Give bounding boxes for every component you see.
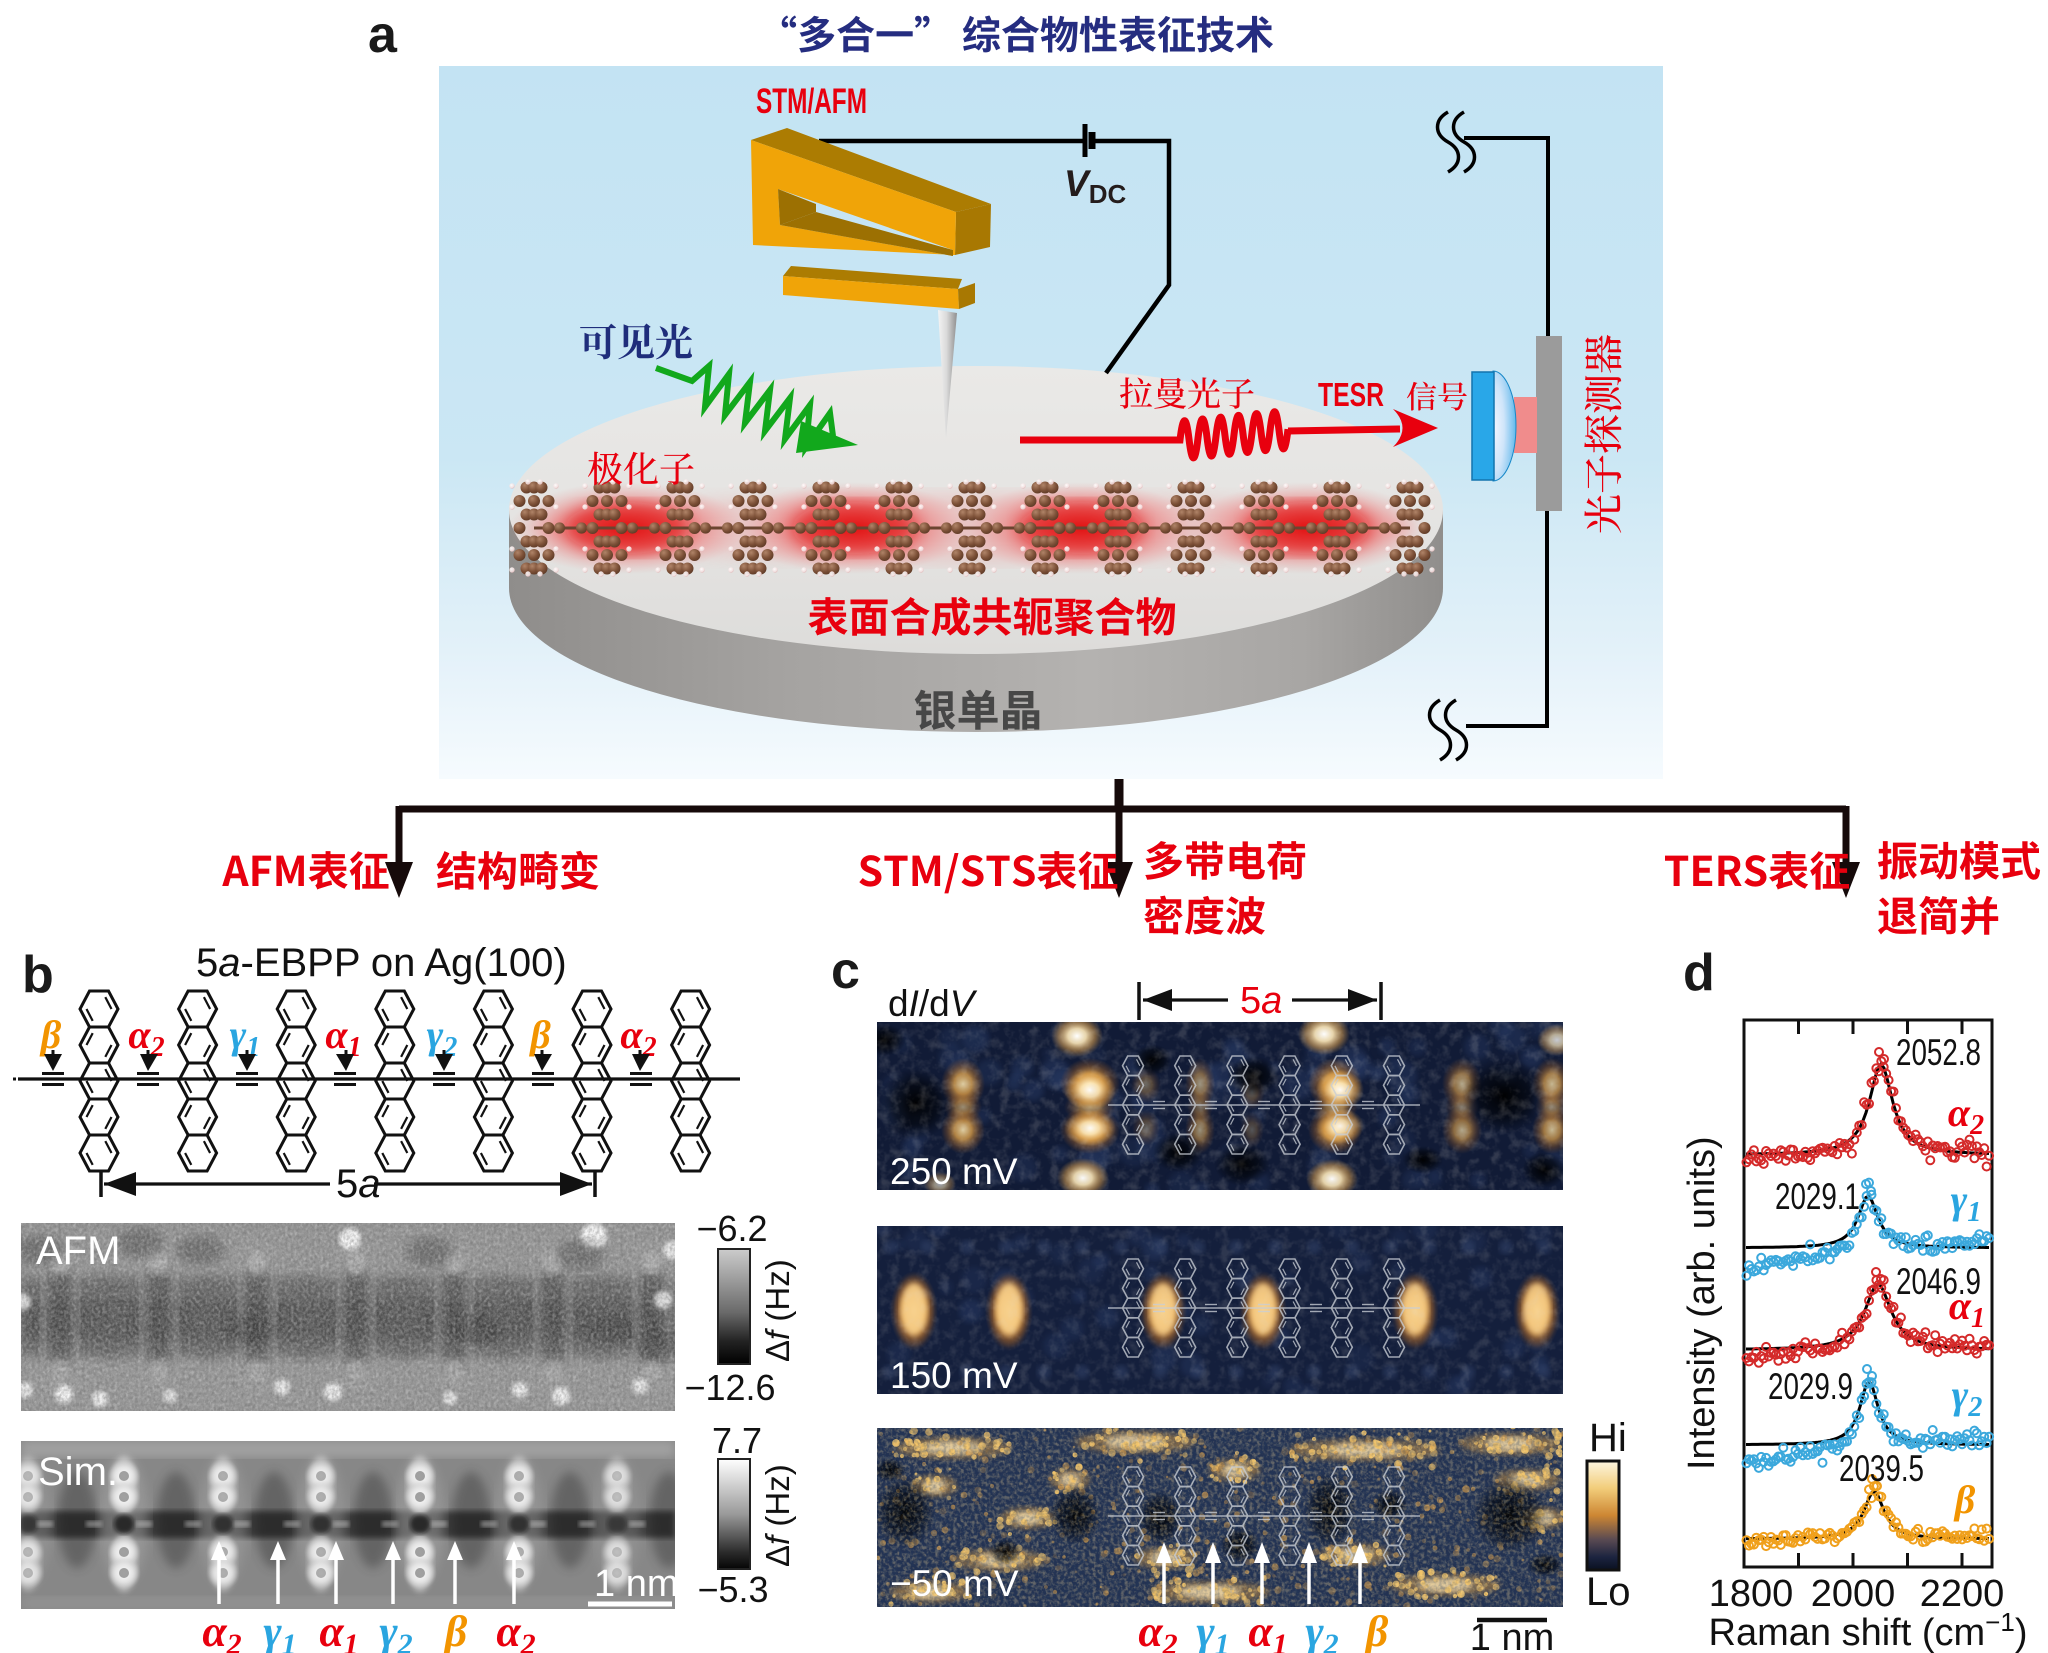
svg-text:1800: 1800 (1709, 1573, 1794, 1615)
svg-text:STM/AFM: STM/AFM (756, 82, 867, 121)
svg-text:2046.9: 2046.9 (1896, 1261, 1981, 1302)
svg-text:Δf (Hz): Δf (Hz) (759, 1464, 796, 1567)
svg-text:5a: 5a (1240, 980, 1282, 1022)
svg-text:β: β (1364, 1607, 1389, 1653)
svg-text:β: β (443, 1607, 468, 1653)
svg-text:−6.2: −6.2 (696, 1208, 767, 1249)
svg-text:γ1: γ1 (263, 1607, 296, 1653)
svg-text:AFM: AFM (36, 1229, 120, 1273)
svg-text:5a: 5a (336, 1162, 381, 1206)
svg-text:2029.1: 2029.1 (1775, 1176, 1860, 1217)
svg-text:Raman shift (cm−1): Raman shift (cm−1) (1709, 1607, 2028, 1653)
svg-text:−5.3: −5.3 (697, 1569, 768, 1610)
svg-text:−50 mV: −50 mV (890, 1563, 1019, 1604)
svg-text:d: d (1683, 944, 1715, 1002)
svg-text:a: a (368, 6, 398, 64)
svg-text:γ2: γ2 (1305, 1607, 1338, 1653)
svg-text:5a-EBPP on Ag(100): 5a-EBPP on Ag(100) (196, 941, 567, 985)
svg-text:Hi: Hi (1589, 1416, 1627, 1460)
svg-text:2000: 2000 (1811, 1573, 1896, 1615)
svg-text:2039.5: 2039.5 (1839, 1448, 1924, 1489)
svg-text:γ2: γ2 (379, 1607, 412, 1653)
svg-text:Intensity (arb. units): Intensity (arb. units) (1681, 1136, 1723, 1470)
svg-text:c: c (831, 942, 860, 1000)
svg-text:1 nm: 1 nm (594, 1563, 678, 1605)
svg-text:Lo: Lo (1586, 1570, 1631, 1614)
svg-text:−12.6: −12.6 (684, 1367, 775, 1408)
svg-text:Δf (Hz): Δf (Hz) (759, 1259, 796, 1362)
svg-text:b: b (22, 946, 54, 1004)
svg-text:α1: α1 (319, 1607, 358, 1653)
svg-text:TESR: TESR (1318, 376, 1384, 413)
svg-text:γ1: γ1 (1196, 1607, 1229, 1653)
svg-text:2200: 2200 (1920, 1573, 2005, 1615)
svg-text:7.7: 7.7 (712, 1420, 762, 1461)
svg-text:α2: α2 (496, 1607, 535, 1653)
svg-text:250 mV: 250 mV (890, 1151, 1018, 1192)
svg-text:β: β (528, 1012, 551, 1057)
svg-text:dI/dV: dI/dV (888, 983, 978, 1024)
svg-text:1 nm: 1 nm (1470, 1617, 1554, 1653)
svg-text:α2: α2 (1138, 1607, 1177, 1653)
svg-text:Sim.: Sim. (38, 1450, 118, 1494)
svg-text:β: β (39, 1012, 62, 1057)
svg-text:2029.9: 2029.9 (1768, 1366, 1853, 1407)
svg-text:α2: α2 (202, 1607, 241, 1653)
svg-text:β: β (1953, 1477, 1976, 1522)
svg-text:2052.8: 2052.8 (1896, 1032, 1981, 1073)
svg-text:α1: α1 (1248, 1607, 1287, 1653)
svg-text:150 mV: 150 mV (890, 1355, 1018, 1396)
